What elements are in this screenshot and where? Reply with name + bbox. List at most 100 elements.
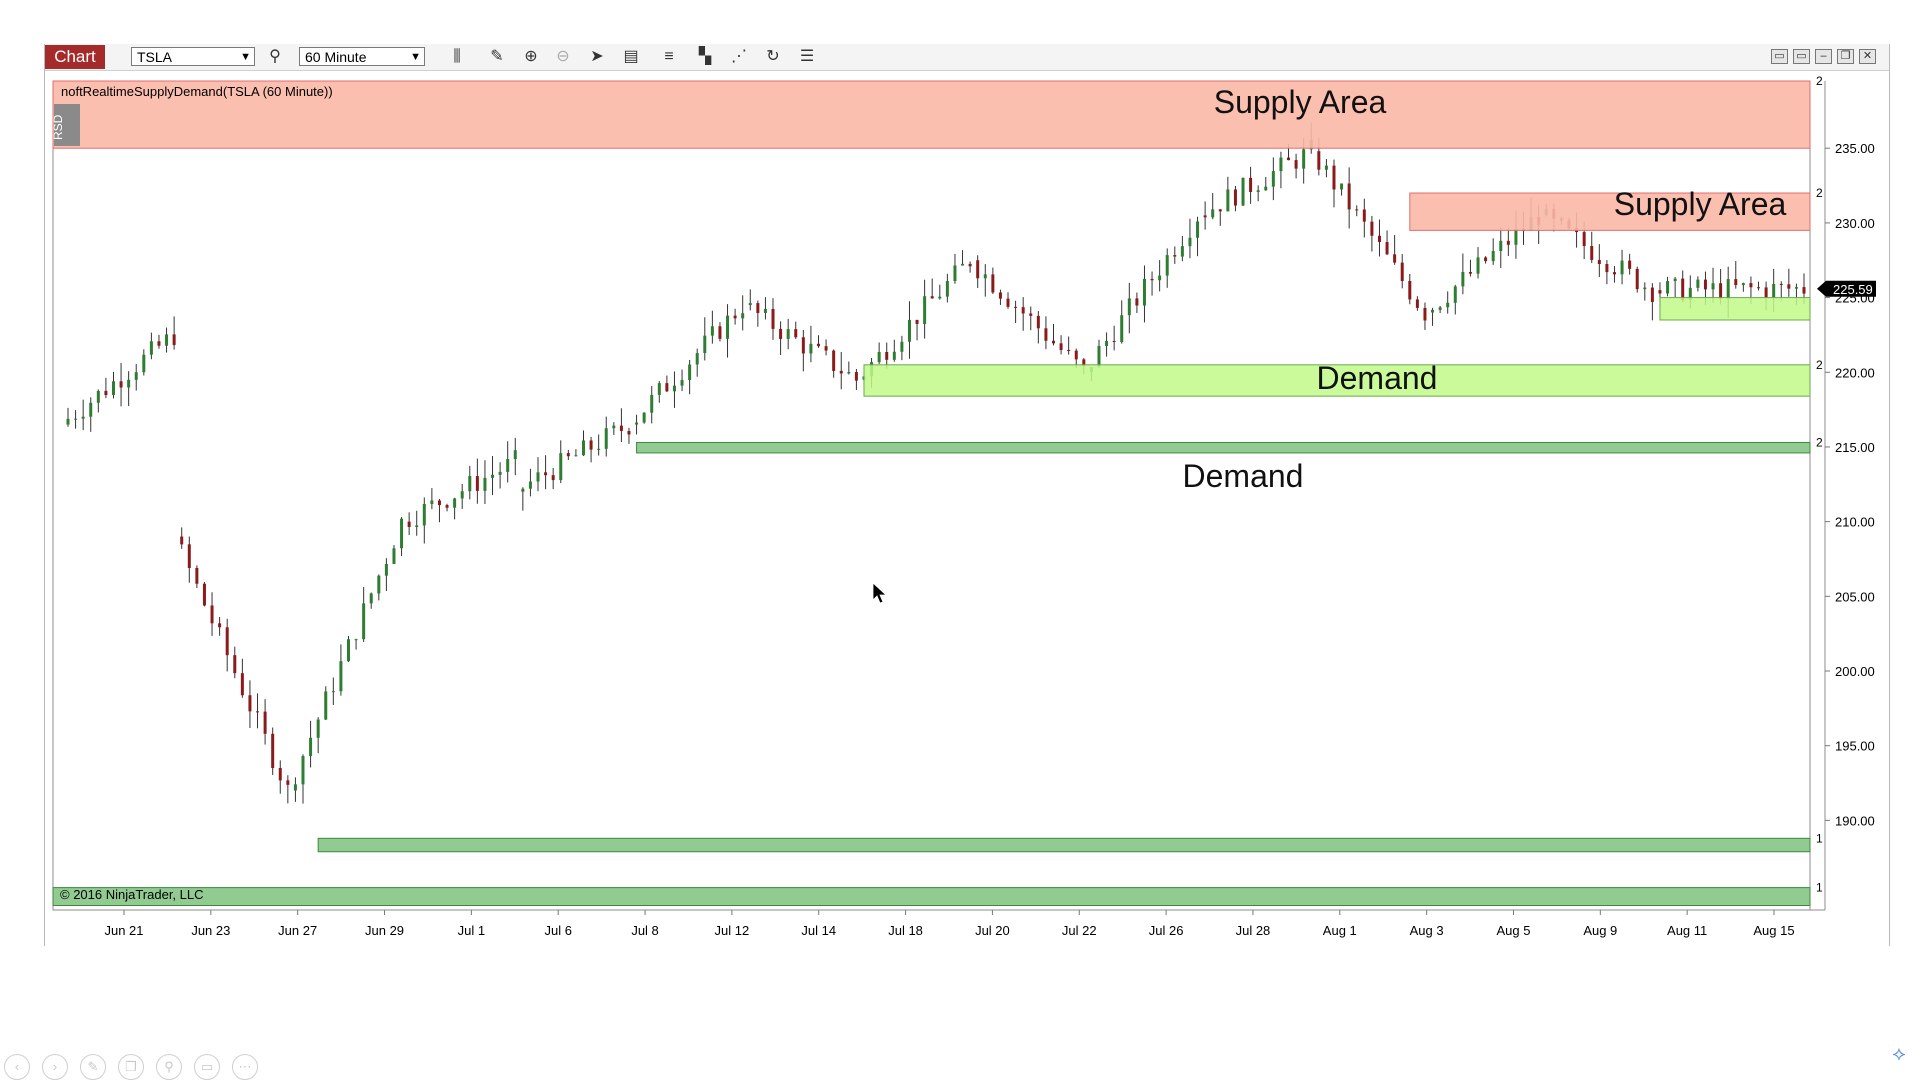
draw-pencil-icon[interactable]: ✎ — [490, 48, 504, 65]
candle-body — [1400, 262, 1404, 281]
candle-body — [559, 453, 563, 481]
candle-body — [172, 334, 176, 345]
demand-zone — [52, 887, 1811, 907]
reload-icon[interactable]: ↻ — [766, 48, 780, 65]
candle-body — [1582, 232, 1586, 246]
candle-body — [1711, 283, 1715, 290]
close-icon[interactable]: ✕ — [1859, 49, 1876, 64]
candle-body — [1067, 349, 1071, 351]
rsd-tag: RSD — [51, 114, 65, 140]
candle-body — [1461, 272, 1465, 287]
more-icon[interactable]: ⋯ — [232, 1054, 258, 1080]
candle-body — [635, 422, 639, 425]
candle-body — [271, 733, 275, 769]
candle-body — [66, 418, 70, 425]
candle-body — [1362, 209, 1366, 222]
candle-body — [726, 315, 730, 339]
zoom-icon[interactable]: ⚲ — [156, 1054, 182, 1080]
zoom-out-icon[interactable]: ⊖ — [556, 48, 570, 65]
pen-icon[interactable]: ✎ — [80, 1054, 106, 1080]
data-box-icon[interactable]: ▤ — [623, 48, 639, 65]
candle-body — [650, 394, 654, 413]
prev-slide-icon[interactable]: ‹ — [4, 1054, 30, 1080]
candle-body — [1688, 287, 1692, 301]
candle-body — [1590, 245, 1594, 260]
candle-body — [437, 500, 441, 506]
zone-touch-count: 2 — [1816, 435, 1823, 449]
candle-body — [991, 274, 995, 293]
tile-vertical-button[interactable]: ▭ — [1793, 49, 1810, 64]
zoom-in-icon[interactable]: ⊕ — [524, 48, 538, 65]
candle-body — [1772, 283, 1776, 298]
candle-body — [400, 518, 404, 549]
candle-body — [574, 455, 578, 457]
price-tick-label: 235.00 — [1835, 141, 1875, 156]
candle-body — [468, 476, 472, 492]
candle-body — [680, 380, 684, 386]
properties-list-icon[interactable]: ☰ — [799, 48, 815, 65]
candle-body — [362, 603, 366, 640]
candle-body — [104, 390, 108, 396]
candle-body — [1082, 359, 1086, 367]
instrument-select[interactable]: TSLA ▼ — [131, 47, 255, 66]
candle-body — [1681, 278, 1685, 301]
candle-body — [506, 459, 510, 472]
search-icon[interactable]: ⚲ — [269, 48, 281, 65]
candle-body — [1241, 177, 1245, 206]
restore-button[interactable]: ❐ — [1837, 49, 1854, 64]
interval-select[interactable]: 60 Minute ▼ — [299, 47, 425, 66]
candle-body — [1628, 260, 1632, 269]
candle-body — [771, 308, 775, 329]
chart-trader-icon[interactable]: ≡ — [664, 48, 674, 65]
demand-zone — [863, 364, 1811, 397]
supply-zone — [52, 80, 1811, 149]
candle-body — [1332, 165, 1336, 190]
candle-body — [1249, 177, 1253, 192]
candle-body — [491, 474, 495, 478]
candle-body — [1423, 307, 1427, 321]
cursor-pointer-icon[interactable]: ➤ — [590, 48, 604, 65]
candle-body — [718, 326, 722, 339]
candle-body — [544, 472, 548, 476]
subtitles-icon[interactable]: ▭ — [194, 1054, 220, 1080]
candle-body — [612, 425, 616, 429]
bar-type-icon[interactable]: ⫼ — [453, 48, 461, 65]
app-logo-icon: ⟡ — [1892, 1043, 1906, 1065]
candle-body — [233, 655, 237, 674]
candle-body — [475, 476, 479, 491]
tile-horizontal-button[interactable]: ▭ — [1771, 49, 1788, 64]
current-price-label: 225.59 — [1833, 282, 1873, 297]
candle-body — [1377, 235, 1381, 243]
copy-icon[interactable]: ❐ — [118, 1054, 144, 1080]
candle-body — [1650, 287, 1654, 302]
candle-body — [225, 627, 229, 656]
chevron-down-icon: ▼ — [240, 51, 251, 63]
candle-body — [1165, 255, 1169, 276]
time-tick-label: Aug 11 — [1667, 923, 1707, 938]
candle-body — [195, 567, 199, 584]
candle-body — [1794, 287, 1798, 289]
candle-body — [1173, 255, 1177, 257]
next-slide-icon[interactable]: › — [42, 1054, 68, 1080]
time-tick-label: Jul 8 — [631, 923, 658, 938]
time-tick-label: Aug 5 — [1496, 923, 1530, 938]
candle-body — [1271, 171, 1275, 187]
candle-body — [1059, 343, 1063, 350]
minimize-button[interactable]: – — [1815, 49, 1832, 64]
candle-body — [89, 402, 93, 417]
templates-icon[interactable]: ▚ — [698, 48, 712, 65]
supply-area-label: Supply Area — [1614, 186, 1787, 222]
candle-body — [309, 737, 313, 757]
copyright-text: © 2016 NinjaTrader, LLC — [60, 887, 204, 902]
chart-tab[interactable]: Chart — [45, 45, 105, 69]
candle-body — [976, 260, 980, 279]
interval-value: 60 Minute — [305, 49, 367, 65]
candle-body — [1453, 286, 1457, 303]
time-tick-label: Jun 29 — [365, 923, 404, 938]
candle-body — [1734, 279, 1738, 286]
candle-body — [483, 477, 487, 491]
candle-body — [460, 491, 464, 499]
supply-area-label: Supply Area — [1214, 84, 1387, 120]
candle-body — [1340, 183, 1344, 190]
strategies-icon[interactable]: ⋰ — [731, 48, 747, 65]
